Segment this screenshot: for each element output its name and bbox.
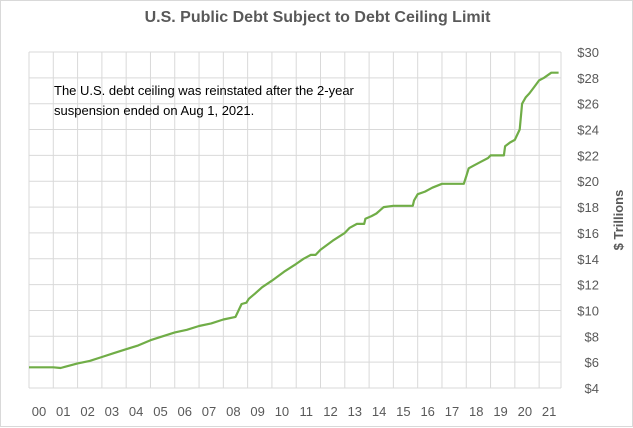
x-tick-label: 07 (202, 404, 216, 419)
y-tick-label: $30 (577, 45, 599, 60)
x-tick-label: 03 (105, 404, 119, 419)
x-tick-label: 06 (178, 404, 192, 419)
series-line-debt (29, 71, 559, 370)
x-tick-label: 19 (493, 404, 507, 419)
y-tick-label: $18 (577, 200, 599, 215)
y-tick-label: $14 (577, 252, 599, 267)
y-tick-label: $6 (585, 355, 599, 370)
x-tick-label: 13 (348, 404, 362, 419)
x-tick-label: 16 (420, 404, 434, 419)
x-tick-label: 00 (32, 404, 46, 419)
x-tick-label: 15 (396, 404, 410, 419)
y-tick-label: $8 (585, 329, 599, 344)
x-tick-label: 05 (153, 404, 167, 419)
chart-title: U.S. Public Debt Subject to Debt Ceiling… (144, 9, 491, 26)
x-tick-label: 02 (80, 404, 94, 419)
y-tick-label: $10 (577, 303, 599, 318)
y-tick-label: $12 (577, 278, 599, 293)
x-tick-label: 08 (226, 404, 240, 419)
x-tick-label: 01 (56, 404, 70, 419)
x-tick-label: 20 (518, 404, 532, 419)
y-axis-title: $ Trillions (611, 190, 626, 251)
y-tick-label: $16 (577, 226, 599, 241)
x-tick-label: 09 (250, 404, 264, 419)
y-tick-label: $4 (585, 381, 599, 396)
x-tick-label: 12 (323, 404, 337, 419)
y-tick-label: $26 (577, 97, 599, 112)
x-tick-label: 11 (299, 404, 313, 419)
y-axis-tick-labels: $4 $6 $8 $10 $12 $14 $16 $18 $20 $22 $24 $26 $28 $30 (577, 45, 599, 396)
x-axis-tick-labels: 00 01 02 03 04 05 06 07 08 09 10 11 12 13 14 15 16 17 18 19… (32, 404, 557, 419)
y-tick-label: $24 (577, 123, 599, 138)
y-tick-label: $28 (577, 71, 599, 86)
gridlines (28, 51, 562, 389)
x-tick-label: 04 (129, 404, 143, 419)
x-tick-label: 10 (275, 404, 289, 419)
x-tick-label: 18 (469, 404, 483, 419)
y-tick-label: $22 (577, 148, 599, 163)
chart-annotation: The U.S. debt ceiling was reinstated aft… (54, 83, 354, 118)
x-tick-label: 14 (372, 404, 386, 419)
y-tick-label: $20 (577, 174, 599, 189)
x-tick-label: 17 (445, 404, 459, 419)
x-tick-label: 21 (542, 404, 556, 419)
